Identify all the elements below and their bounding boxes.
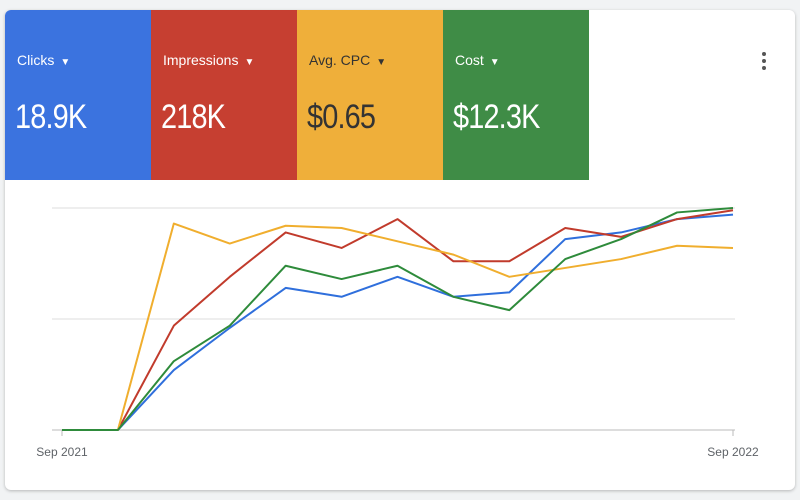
metric-label[interactable]: Clicks ▼ — [17, 52, 70, 68]
metric-label[interactable]: Impressions ▼ — [163, 52, 254, 68]
series-line — [62, 209, 734, 431]
metric-name: Impressions — [163, 52, 239, 68]
dropdown-arrow[interactable]: ▼ — [489, 57, 500, 68]
dropdown-arrow[interactable]: ▼ — [376, 57, 387, 68]
metric-card[interactable]: Cost ▼ $12.3K — [443, 10, 589, 180]
metric-label[interactable]: Cost ▼ — [455, 52, 500, 68]
series-line — [62, 222, 734, 431]
metric-value: 218K — [161, 98, 226, 136]
series-line — [62, 213, 734, 431]
metric-value: $0.65 — [307, 98, 376, 136]
series-line — [62, 207, 734, 431]
metric-name: Avg. CPC — [309, 52, 371, 68]
panel: Clicks ▼ 18.9K Impressions ▼ 218K Avg. CPC ▼ $0.… — [5, 10, 795, 490]
metric-value: 18.9K — [15, 98, 87, 136]
metric-name: Clicks — [17, 52, 55, 68]
chart: Sep 2021 Sep 2022 — [36, 207, 759, 459]
metric-card[interactable]: Avg. CPC ▼ $0.65 — [297, 10, 443, 180]
metric-card[interactable]: Impressions ▼ 218K — [151, 10, 297, 180]
metric-label[interactable]: Avg. CPC ▼ — [309, 52, 386, 68]
metric-name: Cost — [455, 52, 484, 68]
dropdown-arrow[interactable]: ▼ — [60, 57, 71, 68]
dropdown-arrow[interactable]: ▼ — [244, 57, 255, 68]
metric-card[interactable]: Clicks ▼ 18.9K — [5, 10, 151, 180]
metric-value: $12.3K — [453, 98, 540, 136]
x-tick-label: Sep 2021 — [36, 445, 88, 459]
more-menu[interactable] — [762, 52, 768, 73]
x-tick-label: Sep 2022 — [707, 445, 759, 459]
metric-cards: Clicks ▼ 18.9K Impressions ▼ 218K Avg. CPC ▼ $0.… — [5, 10, 589, 180]
